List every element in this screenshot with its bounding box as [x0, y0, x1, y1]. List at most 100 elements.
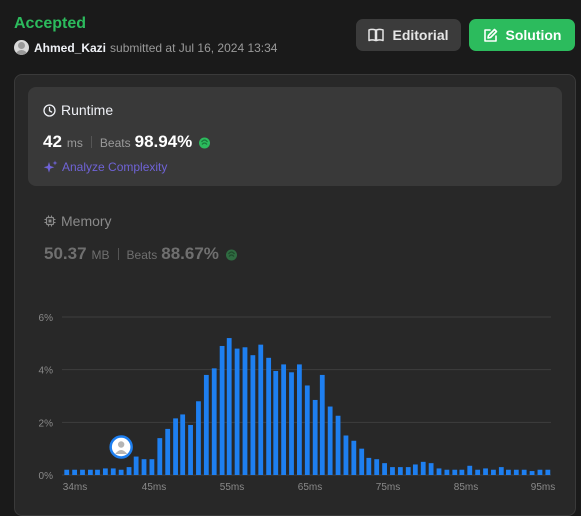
bar [242, 347, 248, 475]
user-avatar[interactable] [14, 40, 29, 55]
memory-stats: 50.37 MB Beats 88.67% [44, 244, 239, 264]
bar [149, 459, 155, 475]
bar [351, 440, 357, 475]
runtime-title: Runtime [43, 102, 113, 118]
bar [319, 374, 325, 475]
bar [382, 463, 387, 475]
bar [521, 469, 527, 475]
bar [459, 469, 465, 475]
y-tick-label: 6% [39, 313, 54, 324]
edit-icon [483, 28, 497, 42]
editorial-button[interactable]: Editorial [356, 19, 461, 51]
y-tick-label: 2% [39, 418, 54, 429]
bar [513, 469, 519, 475]
y-tick-label: 4% [39, 366, 54, 377]
bar [366, 457, 372, 475]
bar [420, 461, 426, 475]
avatar-icon-body [115, 450, 128, 454]
analyze-complexity-link[interactable]: Analyze Complexity [43, 160, 167, 174]
bar [475, 469, 481, 475]
bar [87, 469, 93, 475]
bar [312, 399, 318, 475]
bar [258, 344, 264, 475]
bar [506, 469, 511, 475]
x-tick-label: 75ms [376, 482, 400, 493]
x-tick-label: 45ms [142, 482, 166, 493]
clock-icon [43, 103, 56, 117]
bar [188, 424, 193, 475]
bar [219, 345, 225, 475]
bar [529, 471, 535, 475]
runtime-beats-label: Beats [99, 136, 131, 150]
bar [226, 338, 232, 475]
bar [196, 401, 201, 475]
memory-title[interactable]: Memory [44, 213, 112, 229]
bar [250, 355, 256, 475]
memory-beats-label: Beats [126, 248, 158, 262]
bar [234, 348, 240, 475]
bar [95, 469, 100, 475]
solution-button[interactable]: Solution [469, 19, 575, 51]
bar [157, 438, 163, 475]
chip-icon [44, 215, 56, 227]
runtime-beats-value: 98.94% [134, 132, 193, 151]
runtime-value: 42 [43, 132, 62, 151]
avatar-icon-head [117, 441, 125, 448]
submission-info: Ahmed_Kazi submitted at Jul 16, 2024 13:… [14, 40, 277, 55]
x-tick-label: 95ms [531, 482, 555, 493]
bar [335, 415, 341, 475]
book-icon [368, 28, 385, 42]
runtime-label: Runtime [61, 102, 114, 118]
bar [498, 467, 504, 475]
x-tick-label: 65ms [298, 482, 322, 493]
bar [390, 467, 395, 475]
memory-unit: MB [91, 248, 110, 262]
bar [281, 364, 287, 475]
bar [297, 364, 302, 475]
bar [64, 469, 70, 475]
editorial-label: Editorial [392, 27, 449, 43]
bar [118, 469, 124, 475]
bar [180, 414, 186, 475]
x-tick-label: 85ms [454, 482, 478, 493]
divider [117, 248, 119, 260]
result-card: Runtime 42 ms Beats 98.94% Analyze Compl… [14, 74, 576, 516]
bar [405, 467, 411, 475]
username-link[interactable]: Ahmed_Kazi [34, 40, 107, 55]
bar [327, 406, 333, 475]
bar [266, 357, 272, 475]
clap-icon [225, 249, 237, 260]
submitted-at-text: submitted at Jul 16, 2024 13:34 [110, 40, 278, 55]
bar [273, 370, 279, 475]
submission-status: Accepted [14, 15, 87, 32]
bar [491, 469, 496, 475]
bar [537, 469, 543, 475]
bar [374, 459, 380, 475]
runtime-panel[interactable]: Runtime 42 ms Beats 98.94% Analyze Compl… [28, 87, 562, 186]
bar [133, 456, 139, 475]
bar [483, 468, 488, 475]
runtime-stats: 42 ms Beats 98.94% [43, 132, 212, 152]
bar [467, 465, 473, 475]
x-tick-label: 34ms [63, 482, 87, 493]
bar [165, 428, 171, 475]
bar [110, 468, 116, 475]
bar [444, 469, 450, 475]
memory-label: Memory [61, 213, 112, 229]
memory-value: 50.37 [44, 244, 87, 263]
bar [126, 467, 132, 475]
bar [412, 464, 418, 475]
x-tick-label: 55ms [220, 482, 244, 493]
bar [343, 435, 349, 475]
bar [436, 468, 442, 475]
bar [452, 469, 458, 475]
bar [102, 468, 108, 475]
runtime-unit: ms [66, 136, 83, 150]
solution-label: Solution [505, 27, 562, 43]
bar [545, 469, 551, 475]
divider [90, 136, 92, 148]
bar [289, 372, 294, 475]
bar [72, 469, 78, 475]
runtime-distribution-chart: 0% 2% 4% 6% 34ms 45ms 55ms 65ms 75ms 85ms 95ms [39, 313, 556, 493]
bar [173, 418, 178, 475]
